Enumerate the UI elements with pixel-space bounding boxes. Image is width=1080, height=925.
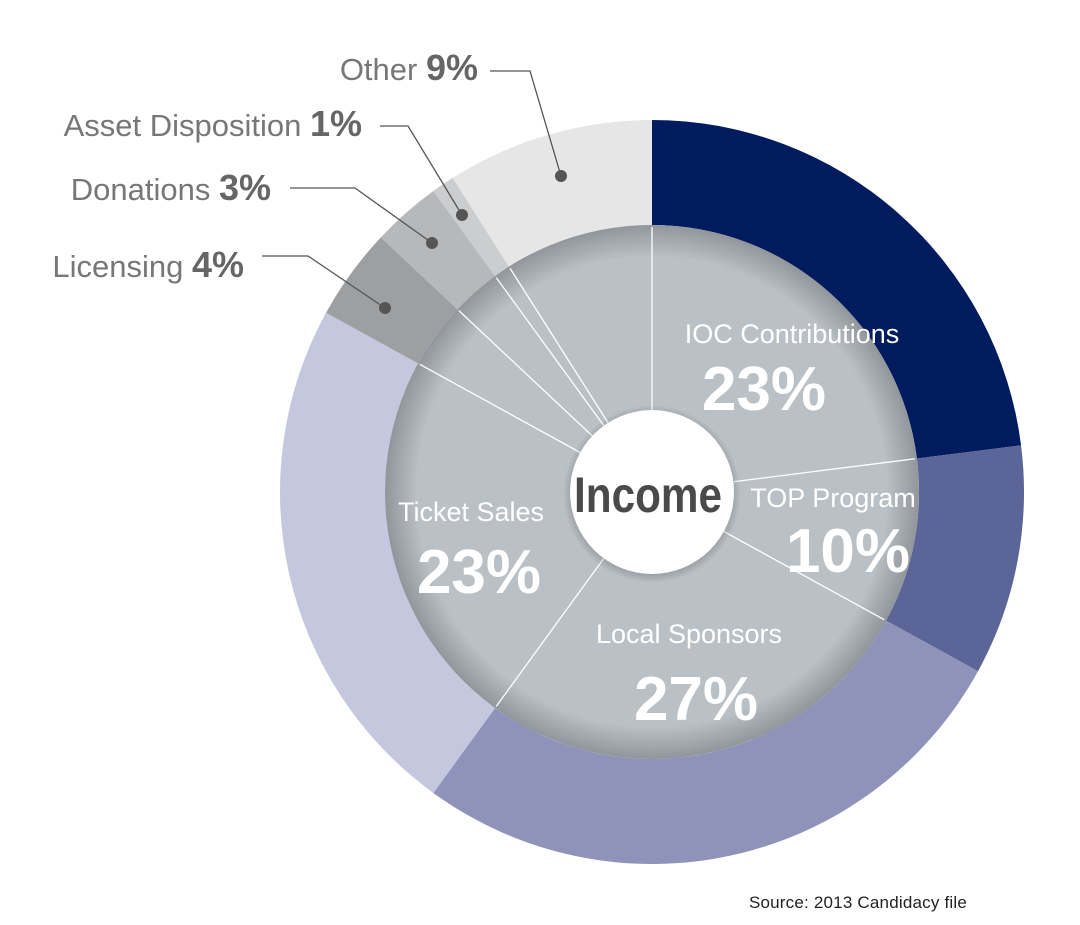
- callout-leader-line: [262, 255, 386, 309]
- slice-divider: [509, 267, 609, 424]
- slice-value-label: 23%: [702, 355, 826, 424]
- slice-divider: [458, 310, 593, 437]
- slice-value-label: 23%: [417, 538, 541, 607]
- outer-ring-segment: [433, 620, 978, 864]
- callout-dot: [426, 237, 438, 249]
- callout-label: Asset Disposition 1%: [64, 103, 362, 144]
- slice-labels: IOC Contributions 23% TOP Program 10% Local …: [398, 319, 916, 734]
- source-note: Source: 2013 Candidacy file: [748, 893, 967, 912]
- slice-name-label: TOP Program: [750, 483, 916, 513]
- inner-dividers: [419, 227, 915, 707]
- slice-divider: [495, 277, 605, 427]
- slice-value-label: 10%: [786, 517, 910, 586]
- outer-ring-segment: [326, 237, 458, 364]
- slice-divider: [495, 557, 605, 707]
- callout-label: Donations 3%: [71, 167, 271, 208]
- callout-dot: [379, 302, 391, 314]
- outer-ring-segment: [652, 120, 1022, 459]
- slice-name-label: Ticket Sales: [398, 497, 544, 527]
- outer-ring-segment: [885, 445, 1024, 672]
- slice-value-label: 27%: [634, 665, 758, 734]
- outer-ring-segment: [380, 191, 496, 310]
- outer-ring-segment: [452, 119, 652, 267]
- callout-label: Other 9%: [340, 47, 478, 88]
- outer-ring-segment: [433, 177, 509, 276]
- slice-divider: [733, 458, 915, 483]
- slice-name-label: Local Sponsors: [596, 619, 782, 649]
- slice-name-label: IOC Contributions: [685, 319, 900, 349]
- callout-leader-line: [380, 125, 463, 216]
- callout-dot: [456, 209, 468, 221]
- slice-divider: [723, 530, 885, 621]
- callout-dot: [555, 170, 567, 182]
- outer-ring-segment: [280, 312, 496, 793]
- outer-ring: [280, 119, 1024, 864]
- callout-label: Licensing 4%: [52, 244, 244, 285]
- slice-divider: [419, 363, 581, 454]
- center-hole: [570, 410, 734, 574]
- callouts: Licensing 4% Donations 3% Asset Dispositio…: [52, 47, 567, 314]
- callout-leader-line: [490, 70, 562, 177]
- center-label: Income: [574, 467, 722, 523]
- callout-leader-line: [290, 187, 433, 244]
